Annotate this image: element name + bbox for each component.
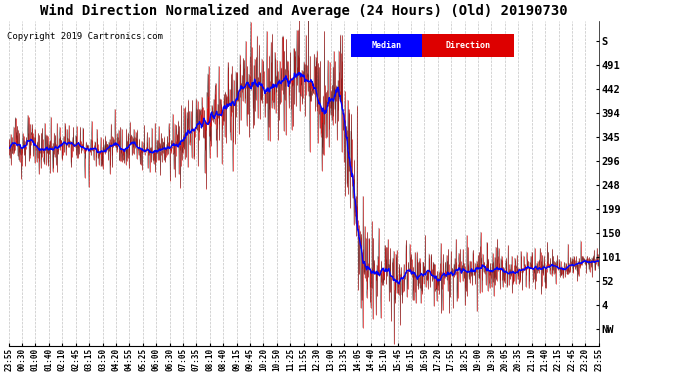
FancyBboxPatch shape — [422, 34, 514, 57]
Text: Direction: Direction — [445, 41, 491, 50]
Text: Median: Median — [371, 41, 402, 50]
Title: Wind Direction Normalized and Average (24 Hours) (Old) 20190730: Wind Direction Normalized and Average (2… — [40, 4, 567, 18]
Text: Copyright 2019 Cartronics.com: Copyright 2019 Cartronics.com — [7, 32, 163, 41]
FancyBboxPatch shape — [351, 34, 422, 57]
